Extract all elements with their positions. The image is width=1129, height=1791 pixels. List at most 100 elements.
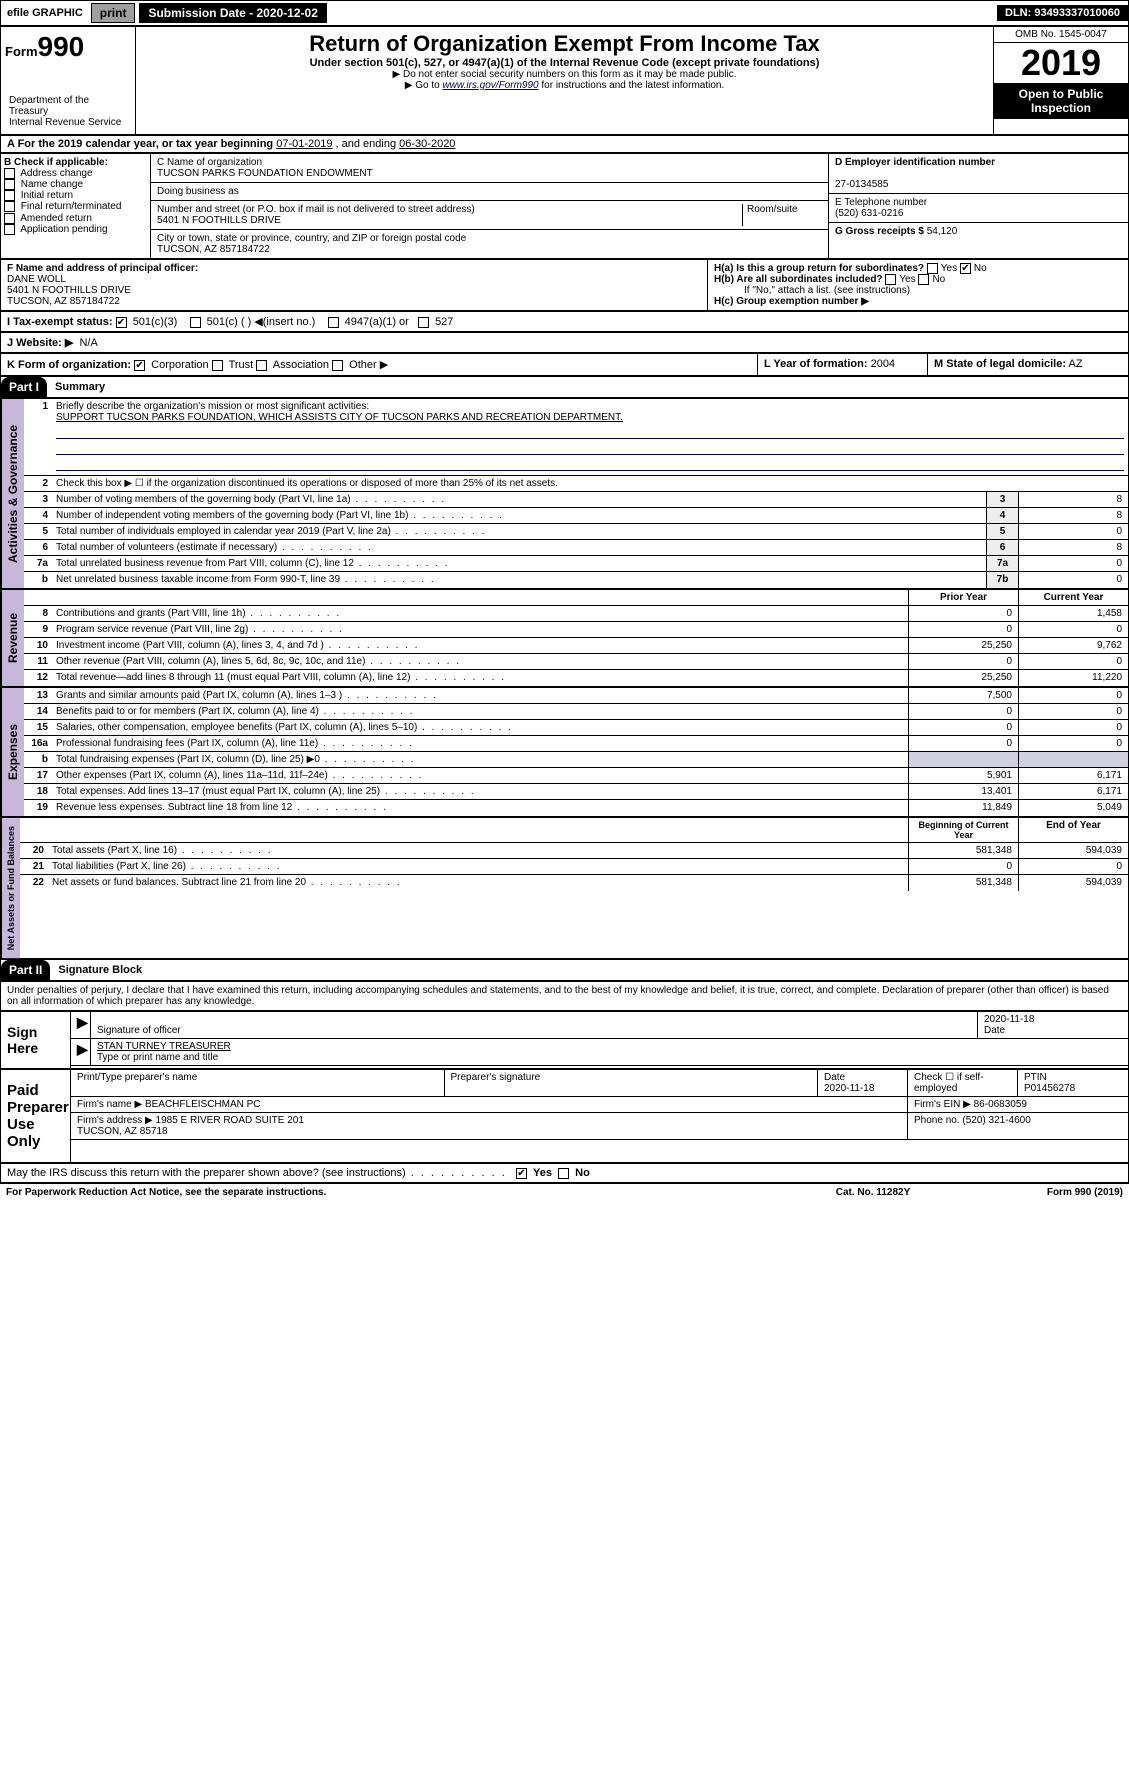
dept-label: Department of the Treasury Internal Reve… [5,93,131,130]
4947-checkbox[interactable] [328,317,339,328]
501c3-checkbox[interactable] [116,317,127,328]
vlabel-netassets: Net Assets or Fund Balances [1,818,20,958]
hc-label: H(c) Group exemption number ▶ [714,296,869,307]
org-address: 5401 N FOOTHILLS DRIVE [157,215,281,226]
arrow-icon: ▶ [77,1014,88,1030]
discuss-no-checkbox[interactable] [558,1168,569,1179]
discuss-text: May the IRS discuss this return with the… [7,1167,507,1179]
assoc-checkbox[interactable] [256,360,267,371]
other-checkbox[interactable] [332,360,343,371]
hb-yes-checkbox[interactable] [885,274,896,285]
dba-label: Doing business as [157,186,239,197]
j-label: J Website: ▶ [7,337,73,349]
irs-link[interactable]: www.irs.gov/Form990 [442,80,538,91]
discuss-yes-checkbox[interactable] [516,1168,527,1179]
end-year-hdr: End of Year [1018,818,1128,842]
hb-label: H(b) Are all subordinates included? [714,274,883,285]
b-checkbox[interactable] [4,179,15,190]
year-end: 06-30-2020 [399,138,455,150]
b-checkbox[interactable] [4,201,15,212]
gross-receipts: 54,120 [927,226,958,237]
expenses-section: Expenses 13Grants and similar amounts pa… [0,687,1129,817]
discuss-no: No [575,1167,590,1179]
sign-here-label: Sign Here [1,1012,71,1068]
org-city: TUCSON, AZ 857184722 [157,244,270,255]
m-label: M State of legal domicile: [934,358,1066,370]
k-opt2: Trust [229,359,254,371]
year-formation: 2004 [871,358,895,370]
activities-section: Activities & Governance 1Briefly describ… [0,398,1129,589]
curr-year-hdr: Current Year [1018,590,1128,605]
b-label: B Check if applicable: [4,157,108,168]
mission-text: SUPPORT TUCSON PARKS FOUNDATION, WHICH A… [56,412,623,423]
signer-name-label: Type or print name and title [97,1052,218,1063]
g-label: G Gross receipts $ [835,226,924,237]
hb-no-checkbox[interactable] [918,274,929,285]
no-label: No [974,263,987,274]
ha-label: H(a) Is this a group return for subordin… [714,263,924,274]
part1-title: Summary [47,378,113,396]
sign-here-block: Sign Here ▶ Signature of officer 2020-11… [0,1011,1129,1069]
corp-checkbox[interactable] [134,360,145,371]
tax-year: 2019 [994,43,1128,83]
l1-label: Briefly describe the organization's miss… [56,401,369,412]
part2-hdr: Part II [1,960,50,980]
goto-post: for instructions and the latest informat… [539,80,725,91]
ha-yes-checkbox[interactable] [927,263,938,274]
d-label: D Employer identification number [835,157,995,168]
self-emp-label: Check ☐ if self-employed [908,1070,1018,1096]
page-footer: For Paperwork Reduction Act Notice, see … [0,1183,1129,1201]
omb-number: OMB No. 1545-0047 [994,27,1128,43]
form-header: Form990 Department of the Treasury Inter… [0,26,1129,135]
prior-year-hdr: Prior Year [908,590,1018,605]
ein-value: 27-0134585 [835,179,888,190]
arrow-icon-2: ▶ [77,1041,88,1057]
submission-date-label: Submission Date - 2020-12-02 [139,3,326,23]
form-subtitle: Under section 501(c), 527, or 4947(a)(1)… [140,57,989,69]
dln-label: DLN: 93493337010060 [997,5,1128,21]
b-checkbox[interactable] [4,168,15,179]
discuss-line: May the IRS discuss this return with the… [0,1163,1129,1183]
firm-phone: (520) 321-4600 [962,1115,1030,1126]
domicile-state: AZ [1068,358,1082,370]
room-label: Room/suite [742,204,822,226]
part2-title: Signature Block [50,961,150,979]
sig-date-label: Date [984,1025,1005,1036]
paperwork-notice: For Paperwork Reduction Act Notice, see … [6,1187,773,1198]
yes-label: Yes [941,263,957,274]
prep-name-hdr: Print/Type preparer's name [71,1070,445,1096]
addr-label: Number and street (or P.O. box if mail i… [157,204,475,215]
e-label: E Telephone number [835,197,927,208]
527-checkbox[interactable] [418,317,429,328]
b-checkbox[interactable] [4,213,15,224]
part1-hdr: Part I [1,377,47,397]
i-opt4: 527 [435,316,453,328]
goto-pre: ▶ Go to [405,80,443,91]
b-checkbox[interactable] [4,190,15,201]
officer-addr1: 5401 N FOOTHILLS DRIVE [7,285,131,296]
i-opt2: 501(c) ( ) ◀(insert no.) [207,316,316,328]
part1-bar: Part I Summary [0,376,1129,398]
prep-date: 2020-11-18 [824,1083,874,1094]
inspection-ribbon: Open to Public Inspection [994,83,1128,119]
row-klm: K Form of organization: Corporation Trus… [0,353,1129,376]
prep-sig-hdr: Preparer's signature [445,1070,819,1096]
ha-no-checkbox[interactable] [960,263,971,274]
501c-checkbox[interactable] [190,317,201,328]
firm-ein: 86-0683059 [974,1099,1027,1110]
i-opt1: 501(c)(3) [133,316,178,328]
prep-date-hdr: Date [824,1072,845,1083]
org-name: TUCSON PARKS FOUNDATION ENDOWMENT [157,168,373,179]
year-begin: 07-01-2019 [276,138,332,150]
city-label: City or town, state or province, country… [157,233,466,244]
b-checkbox[interactable] [4,224,15,235]
ptin-value: P01456278 [1024,1083,1075,1094]
vlabel-activities: Activities & Governance [1,399,24,588]
firm-name-label: Firm's name ▶ [77,1099,142,1110]
trust-checkbox[interactable] [212,360,223,371]
l-label: L Year of formation: [764,358,868,370]
row-f-h: F Name and address of principal officer:… [0,259,1129,311]
revenue-section: Revenue Prior YearCurrent Year 8Contribu… [0,589,1129,687]
print-button[interactable]: print [91,3,136,23]
k-label: K Form of organization: [7,359,131,371]
